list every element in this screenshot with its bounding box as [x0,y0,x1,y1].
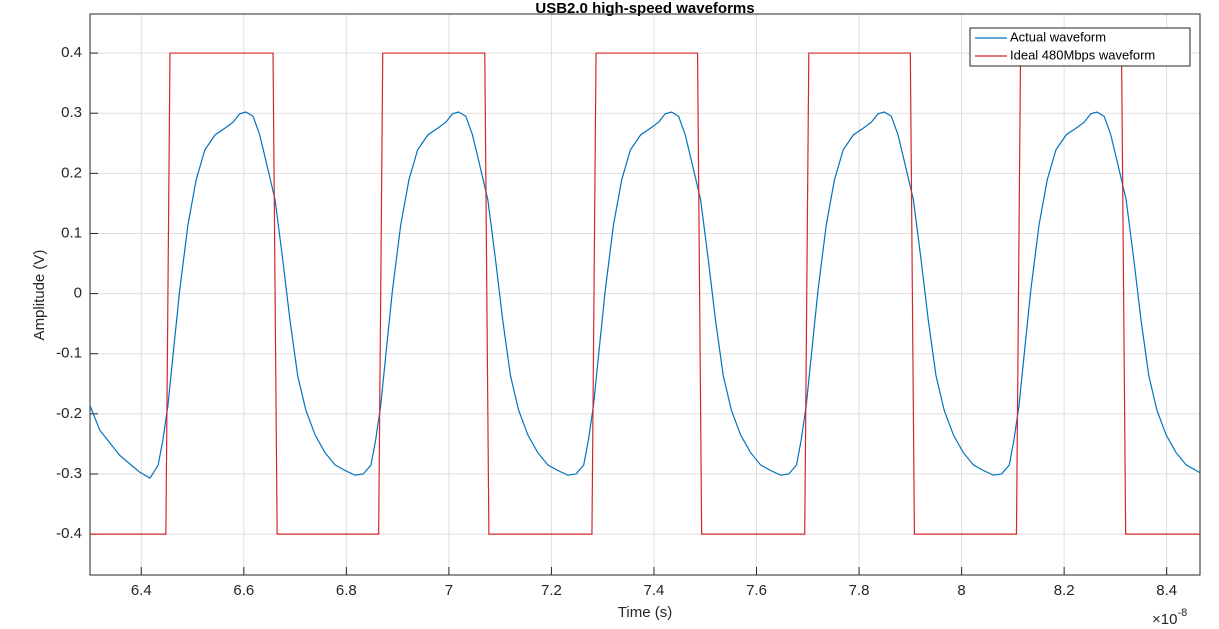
x-tick-label: 8.4 [1156,582,1177,599]
x-multiplier-exponent: -8 [1177,607,1187,619]
legend-label: Ideal 480Mbps waveform [1010,47,1155,62]
x-tick-label: 7.4 [644,582,665,599]
y-axis-label: Amplitude (V) [31,250,48,341]
x-axis-label: Time (s) [618,604,672,621]
y-tick-label: -0.2 [56,405,82,422]
x-multiplier: ×10-8 [1152,607,1187,628]
legend-label: Actual waveform [1010,29,1106,44]
line-series [90,52,1200,535]
x-tick-label: 8.2 [1054,582,1075,599]
plot-frame [89,13,1201,576]
y-tick-label: -0.4 [56,525,82,542]
legend-box [969,27,1191,67]
x-tick-label: 6.8 [336,582,357,599]
chart-title: USB2.0 high-speed waveforms [535,0,754,17]
x-tick-label: 7.2 [541,582,562,599]
x-tick-label: 7.6 [746,582,767,599]
y-tick-label: 0.3 [61,104,82,121]
x-tick-label: 7 [445,582,453,599]
y-tick-label: -0.3 [56,465,82,482]
x-tick-label: 6.6 [233,582,254,599]
y-tick-label: -0.1 [56,345,82,362]
y-tick-label: 0 [74,285,82,302]
y-tick-label: 0.4 [61,44,82,61]
x-tick-label: 6.4 [131,582,152,599]
y-tick-label: 0.1 [61,224,82,241]
line-series [90,111,1200,480]
legend: Actual waveform Ideal 480Mbps waveform [969,27,1191,67]
x-multiplier-base: ×10 [1152,611,1177,628]
x-tick-label: 7.8 [849,582,870,599]
x-tick-label: 8 [957,582,965,599]
y-tick-label: 0.2 [61,164,82,181]
